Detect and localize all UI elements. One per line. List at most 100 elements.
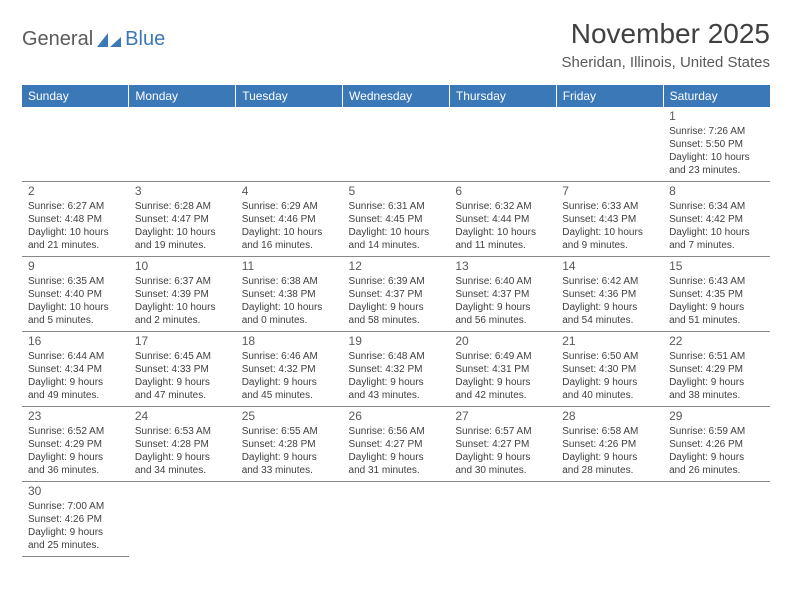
cell-sunset: Sunset: 4:27 PM [349,438,444,451]
cell-sunset: Sunset: 4:45 PM [349,213,444,226]
logo: General Blue [22,28,165,51]
cell-sunrise: Sunrise: 6:57 AM [455,425,550,438]
day-number: 19 [349,334,444,348]
calendar-cell: 13Sunrise: 6:40 AMSunset: 4:37 PMDayligh… [449,257,556,332]
cell-day2: and 47 minutes. [135,389,230,402]
calendar-row: 1Sunrise: 7:26 AMSunset: 5:50 PMDaylight… [22,107,770,182]
cell-sunrise: Sunrise: 6:28 AM [135,200,230,213]
cell-sunrise: Sunrise: 6:44 AM [28,350,123,363]
cell-day2: and 7 minutes. [669,239,764,252]
cell-day1: Daylight: 10 hours [349,226,444,239]
cell-day1: Daylight: 9 hours [349,376,444,389]
cell-sunrise: Sunrise: 6:50 AM [562,350,657,363]
cell-day2: and 16 minutes. [242,239,337,252]
calendar-cell: 16Sunrise: 6:44 AMSunset: 4:34 PMDayligh… [22,332,129,407]
calendar-cell [449,107,556,182]
calendar-cell: 22Sunrise: 6:51 AMSunset: 4:29 PMDayligh… [663,332,770,407]
cell-day1: Daylight: 9 hours [28,376,123,389]
cell-day2: and 42 minutes. [455,389,550,402]
cell-sunset: Sunset: 4:32 PM [242,363,337,376]
cell-sunset: Sunset: 4:37 PM [455,288,550,301]
cell-sunset: Sunset: 4:31 PM [455,363,550,376]
cell-day1: Daylight: 9 hours [349,451,444,464]
cell-sunset: Sunset: 4:26 PM [669,438,764,451]
cell-day1: Daylight: 9 hours [455,301,550,314]
cell-day1: Daylight: 10 hours [242,226,337,239]
cell-sunset: Sunset: 4:46 PM [242,213,337,226]
cell-sunrise: Sunrise: 6:53 AM [135,425,230,438]
cell-sunset: Sunset: 4:34 PM [28,363,123,376]
cell-day1: Daylight: 9 hours [455,451,550,464]
cell-sunset: Sunset: 4:26 PM [28,513,123,526]
cell-sunrise: Sunrise: 6:37 AM [135,275,230,288]
cell-sunrise: Sunrise: 6:39 AM [349,275,444,288]
calendar-cell: 9Sunrise: 6:35 AMSunset: 4:40 PMDaylight… [22,257,129,332]
day-number: 26 [349,409,444,423]
cell-sunrise: Sunrise: 6:49 AM [455,350,550,363]
logo-sail-icon [97,31,123,49]
weekday-header: Tuesday [236,85,343,107]
cell-sunset: Sunset: 4:36 PM [562,288,657,301]
cell-sunrise: Sunrise: 6:35 AM [28,275,123,288]
cell-day2: and 40 minutes. [562,389,657,402]
cell-day2: and 2 minutes. [135,314,230,327]
cell-sunset: Sunset: 4:35 PM [669,288,764,301]
cell-day1: Daylight: 10 hours [28,226,123,239]
cell-day2: and 51 minutes. [669,314,764,327]
day-number: 14 [562,259,657,273]
day-number: 24 [135,409,230,423]
day-number: 8 [669,184,764,198]
cell-sunset: Sunset: 4:28 PM [135,438,230,451]
calendar-cell: 8Sunrise: 6:34 AMSunset: 4:42 PMDaylight… [663,182,770,257]
calendar-cell: 23Sunrise: 6:52 AMSunset: 4:29 PMDayligh… [22,407,129,482]
day-number: 21 [562,334,657,348]
calendar-cell: 21Sunrise: 6:50 AMSunset: 4:30 PMDayligh… [556,332,663,407]
calendar-cell: 27Sunrise: 6:57 AMSunset: 4:27 PMDayligh… [449,407,556,482]
day-number: 23 [28,409,123,423]
cell-sunrise: Sunrise: 6:52 AM [28,425,123,438]
day-number: 29 [669,409,764,423]
cell-sunset: Sunset: 4:38 PM [242,288,337,301]
calendar-row: 30Sunrise: 7:00 AMSunset: 4:26 PMDayligh… [22,482,770,557]
cell-day2: and 58 minutes. [349,314,444,327]
cell-sunset: Sunset: 4:27 PM [455,438,550,451]
cell-day2: and 34 minutes. [135,464,230,477]
cell-sunrise: Sunrise: 7:00 AM [28,500,123,513]
calendar-cell: 18Sunrise: 6:46 AMSunset: 4:32 PMDayligh… [236,332,343,407]
cell-sunset: Sunset: 4:42 PM [669,213,764,226]
cell-day1: Daylight: 9 hours [562,301,657,314]
calendar-cell [556,107,663,182]
cell-day2: and 54 minutes. [562,314,657,327]
location: Sheridan, Illinois, United States [562,54,770,71]
cell-day2: and 38 minutes. [669,389,764,402]
calendar-cell: 24Sunrise: 6:53 AMSunset: 4:28 PMDayligh… [129,407,236,482]
calendar-row: 2Sunrise: 6:27 AMSunset: 4:48 PMDaylight… [22,182,770,257]
cell-sunrise: Sunrise: 6:31 AM [349,200,444,213]
day-number: 22 [669,334,764,348]
calendar-table: SundayMondayTuesdayWednesdayThursdayFrid… [22,85,770,557]
cell-sunset: Sunset: 4:47 PM [135,213,230,226]
cell-sunrise: Sunrise: 6:45 AM [135,350,230,363]
cell-day1: Daylight: 9 hours [135,376,230,389]
cell-day2: and 45 minutes. [242,389,337,402]
day-number: 2 [28,184,123,198]
cell-sunrise: Sunrise: 6:29 AM [242,200,337,213]
cell-sunset: Sunset: 5:50 PM [669,138,764,151]
calendar-cell [343,107,450,182]
day-number: 28 [562,409,657,423]
day-number: 7 [562,184,657,198]
logo-text-blue: Blue [125,28,165,51]
calendar-cell: 30Sunrise: 7:00 AMSunset: 4:26 PMDayligh… [22,482,129,557]
calendar-cell [129,107,236,182]
day-number: 10 [135,259,230,273]
header: General Blue November 2025 Sheridan, Ill… [22,18,770,71]
cell-sunset: Sunset: 4:48 PM [28,213,123,226]
cell-day1: Daylight: 9 hours [562,376,657,389]
calendar-cell [343,482,450,557]
calendar-cell: 11Sunrise: 6:38 AMSunset: 4:38 PMDayligh… [236,257,343,332]
cell-day2: and 30 minutes. [455,464,550,477]
day-number: 12 [349,259,444,273]
cell-day1: Daylight: 10 hours [455,226,550,239]
cell-sunset: Sunset: 4:37 PM [349,288,444,301]
day-number: 25 [242,409,337,423]
